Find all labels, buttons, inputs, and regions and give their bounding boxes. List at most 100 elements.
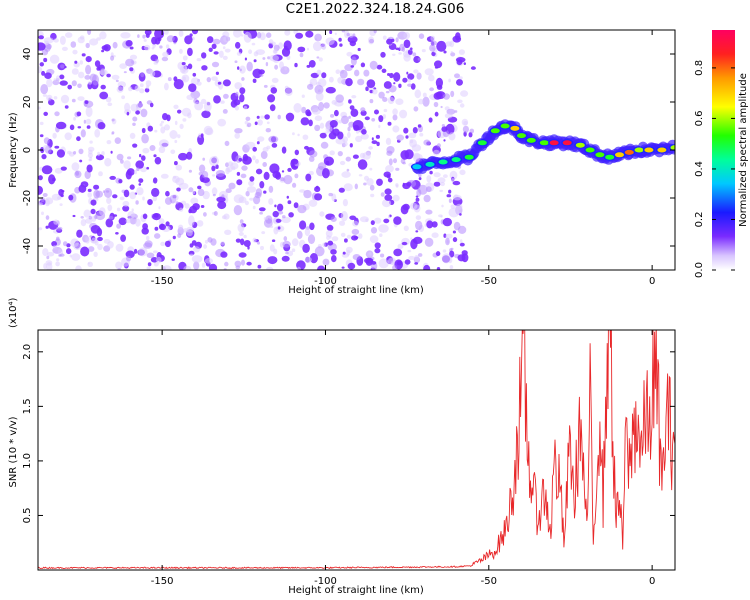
spectrogram-noise-blob (125, 58, 135, 67)
spectrogram-noise-blob (182, 118, 187, 122)
spectrogram-noise-blob (378, 115, 384, 123)
spectrogram-noise-blob (252, 205, 256, 210)
spectrogram-noise-blob (297, 230, 303, 239)
spectrogram-noise-blob (344, 238, 348, 243)
spectrogram-y-tick-label: -40 (22, 238, 33, 254)
spectrogram-noise-blob (283, 174, 293, 185)
spectrogram-noise-blob (433, 101, 439, 108)
spectrogram-noise-blob (53, 96, 58, 100)
spectrogram-noise-blob (213, 51, 219, 55)
spectrogram-noise-blob (292, 182, 297, 188)
spectrogram-noise-blob (421, 49, 426, 53)
spectrogram-noise-blob (351, 228, 360, 235)
spectrogram-noise-blob (173, 104, 179, 110)
spectrogram-noise-blob (340, 211, 348, 222)
spectrogram-noise-blob (238, 252, 247, 258)
spectrogram-noise-blob (411, 144, 422, 152)
spectrogram-noise-blob (160, 241, 166, 247)
spectrogram-trace-point (605, 154, 615, 160)
spectrogram-noise-blob (414, 262, 419, 265)
spectrogram-noise-blob (223, 213, 230, 220)
spectrogram-noise-blob (153, 250, 158, 254)
spectrogram-noise-blob (120, 32, 131, 39)
spectrogram-noise-blob (269, 244, 275, 252)
spectrogram-noise-blob (439, 189, 444, 193)
spectrogram-noise-blob (403, 225, 409, 232)
spectrogram-noise-blob (423, 264, 431, 270)
spectrogram-trace-point (412, 164, 422, 170)
spectrogram-noise-blob (77, 83, 82, 89)
spectrogram-noise-blob (139, 83, 144, 88)
spectrogram-noise-blob (240, 173, 247, 179)
spectrogram-noise-blob (49, 54, 60, 64)
spectrogram-noise-blob (129, 184, 135, 190)
spectrogram-noise-blob (120, 159, 124, 164)
spectrogram-noise-blob (67, 84, 72, 90)
spectrogram-noise-blob (306, 47, 310, 51)
spectrogram-noise-blob (149, 102, 154, 108)
spectrogram-noise-blob (400, 204, 409, 215)
spectrogram-noise-blob (217, 81, 222, 85)
spectrogram-noise-blob (208, 263, 218, 270)
spectrogram-noise-blob (348, 115, 351, 119)
spectrogram-trace-point (624, 149, 634, 155)
snr-y-tick-label: 0.5 (22, 508, 33, 524)
spectrogram-noise-blob (311, 108, 321, 115)
spectrogram-noise-blob (266, 266, 274, 270)
spectrogram-noise-blob (435, 77, 443, 88)
spectrogram-noise-blob (269, 54, 279, 62)
spectrogram-y-tick-label: 20 (22, 96, 33, 109)
spectrogram-noise-blob (196, 220, 204, 227)
spectrogram-x-axis-label: Height of straight line (km) (288, 285, 424, 296)
spectrogram-noise-blob (375, 134, 380, 139)
spectrogram-x-tick-label: -50 (481, 276, 497, 287)
spectrogram-noise-blob (186, 94, 195, 101)
spectrogram-noise-blob (186, 229, 193, 237)
spectrogram-noise-blob (415, 220, 423, 231)
spectrogram-noise-blob (234, 128, 243, 134)
spectrogram-noise-blob (189, 33, 193, 37)
spectrogram-noise-blob (245, 141, 256, 149)
spectrogram-trace-point (500, 123, 510, 129)
spectrogram-noise-blob (211, 174, 216, 177)
spectrogram-noise-blob (85, 56, 92, 63)
spectrogram-noise-blob (407, 78, 411, 83)
spectrogram-noise-blob (239, 65, 246, 74)
spectrogram-noise-blob (318, 101, 324, 112)
spectrogram-noise-blob (182, 55, 188, 61)
spectrogram-trace-point (634, 147, 644, 153)
spectrogram-noise-blob (331, 255, 337, 263)
colorbar-tick-label: 0.6 (694, 110, 705, 126)
spectrogram-noise-blob (154, 226, 159, 231)
spectrogram-noise-blob (191, 255, 203, 263)
spectrogram-noise-blob (236, 179, 243, 186)
spectrogram-noise-blob (127, 211, 135, 220)
spectrogram-trace-point (670, 145, 675, 151)
spectrogram-noise-blob (154, 129, 158, 133)
spectrogram-noise-blob (419, 132, 424, 137)
spectrogram-noise-blob (118, 217, 127, 226)
spectrogram-noise-blob (339, 69, 348, 79)
spectrogram-noise-blob (459, 242, 465, 247)
spectrogram-noise-blob (38, 66, 43, 74)
spectrogram-noise-blob (342, 251, 346, 255)
spectrogram-noise-blob (402, 162, 406, 165)
spectrogram-noise-blob (141, 227, 149, 235)
spectrogram-noise-blob (458, 76, 463, 80)
spectrogram-noise-blob (44, 42, 51, 52)
spectrogram-noise-blob (355, 135, 363, 143)
spectrogram-noise-blob (129, 54, 138, 60)
spectrogram-noise-blob (224, 48, 231, 53)
spectrogram-noise-blob (335, 94, 345, 103)
spectrogram-noise-blob (415, 197, 420, 202)
spectrogram-noise-blob (80, 246, 90, 257)
spectrogram-noise-blob (408, 132, 417, 139)
spectrogram-noise-blob (223, 35, 230, 43)
spectrogram-noise-blob (407, 249, 412, 253)
spectrogram-noise-blob (337, 131, 344, 140)
spectrogram-noise-blob (200, 133, 204, 138)
spectrogram-noise-blob (222, 46, 226, 50)
spectrogram-noise-blob (383, 218, 390, 224)
spectrogram-noise-blob (326, 224, 334, 231)
spectrogram-noise-blob (271, 239, 276, 242)
